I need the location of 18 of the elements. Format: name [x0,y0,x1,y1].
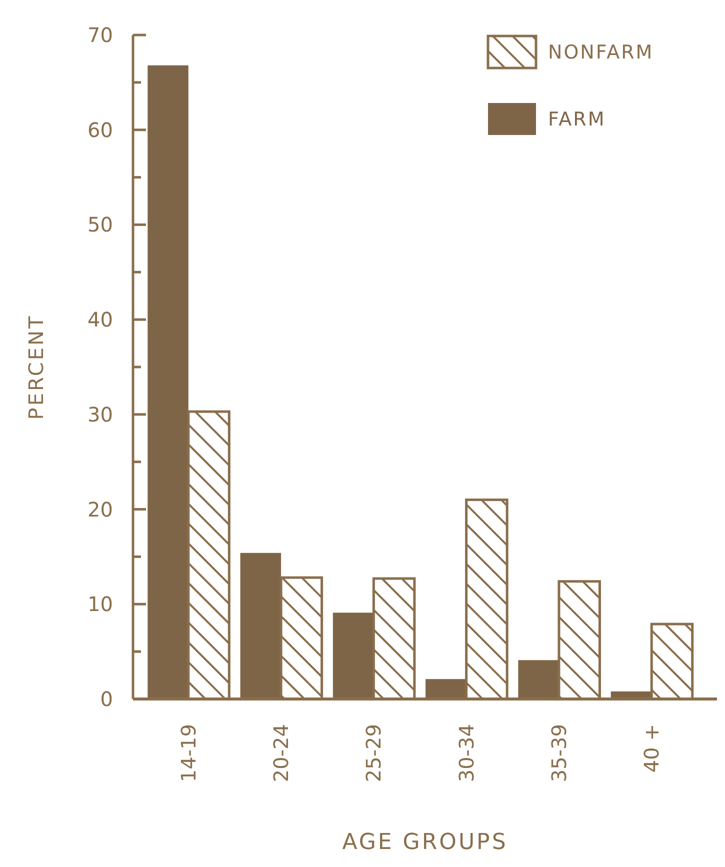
y-tick-label: 60 [88,118,113,142]
y-tick-label: 0 [100,687,113,711]
x-tick-label: 25-29 [362,724,386,782]
y-axis-title: PERCENT [24,314,48,420]
x-tick-label: 30-34 [454,724,478,782]
x-tick-label: 35-39 [546,724,571,782]
y-tick-label: 40 [88,308,113,332]
y-tick-label: 50 [88,212,113,237]
x-axis-title: AGE GROUPS [342,830,508,855]
x-tick-label: 14-19 [176,724,200,782]
y-tick-label: 70 [88,23,113,47]
legend-label: NONFARM [548,42,654,64]
y-tick-label: 10 [88,592,113,616]
x-tick-label: 20-24 [269,724,294,782]
legend-label: FARM [548,108,606,131]
x-tick-label: 40 + [640,724,664,773]
y-tick-label: 20 [88,497,113,522]
y-tick-label: 30 [88,402,113,426]
